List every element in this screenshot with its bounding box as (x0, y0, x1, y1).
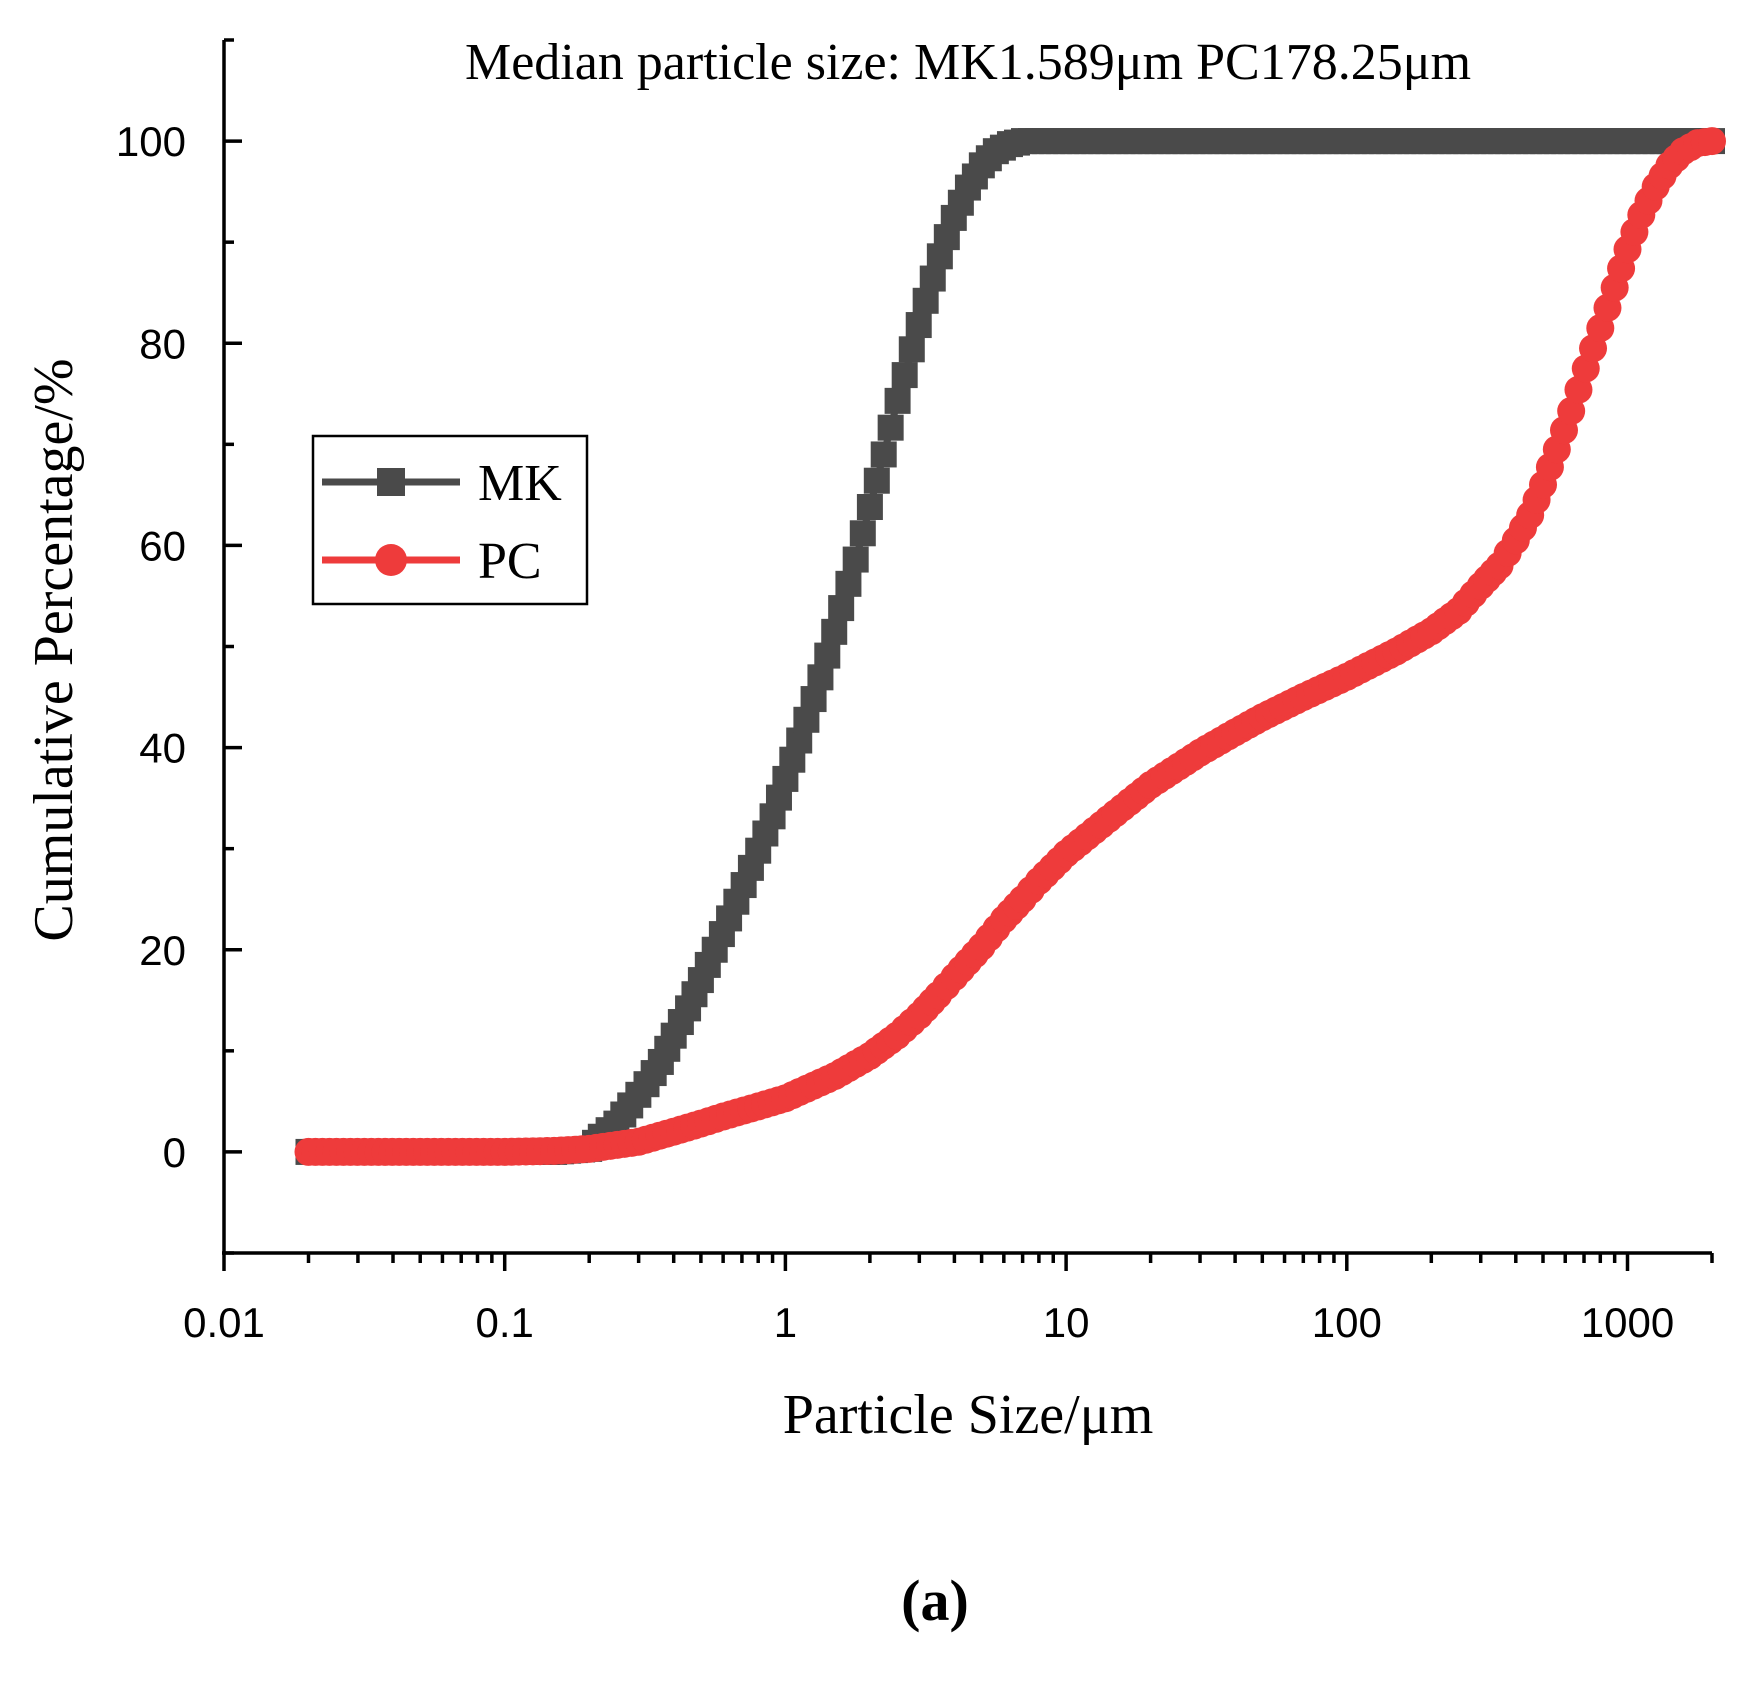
data-point-mk (898, 336, 925, 363)
data-point-mk (800, 686, 827, 713)
data-point-mk (807, 664, 834, 691)
legend-label-mk: MK (478, 455, 562, 512)
data-point-mk (863, 467, 890, 494)
data-point-mk (856, 494, 883, 521)
data-point-mk (877, 414, 904, 441)
x-tick-label: 1000 (1581, 1299, 1674, 1346)
data-point-mk (828, 595, 855, 622)
y-tick-label: 60 (139, 522, 186, 569)
y-tick-label: 80 (139, 320, 186, 367)
y-axis-title: Cumulative Percentage/% (23, 358, 85, 941)
x-axis-title: Particle Size/μm (783, 1384, 1154, 1446)
series-layer (294, 127, 1726, 1166)
data-point-mk (905, 312, 932, 339)
chart-title: Median particle size: MK1.589μm PC178.25… (465, 34, 1471, 91)
data-point-pc (1557, 396, 1586, 425)
y-tick-label: 0 (163, 1129, 186, 1176)
legend-label-pc: PC (478, 533, 542, 590)
y-tick-label: 20 (139, 927, 186, 974)
legend: MK PC (311, 434, 589, 606)
data-point-pc (1698, 127, 1726, 156)
data-point-mk (884, 387, 911, 414)
data-point-mk (821, 618, 848, 645)
y-tick-label: 40 (139, 725, 186, 772)
x-tick-label: 100 (1312, 1299, 1382, 1346)
data-point-mk (835, 570, 862, 597)
data-point-mk (912, 287, 939, 314)
data-point-mk (919, 265, 946, 292)
y-tick-label: 100 (116, 118, 186, 165)
data-point-mk (870, 441, 897, 468)
axis-tick-labels: 0 20 40 60 80 100 0.01 0.1 1 10 100 1000 (116, 118, 1674, 1346)
axis-ticks (222, 38, 1714, 1271)
data-point-mk (891, 362, 918, 389)
x-tick-label: 0.1 (476, 1299, 534, 1346)
data-point-pc (1564, 375, 1593, 404)
series-line-mk (308, 137, 1712, 1156)
legend-box (311, 434, 589, 606)
series-pc (294, 127, 1726, 1166)
x-tick-label: 0.01 (183, 1299, 265, 1346)
figure-caption: (a) (901, 1568, 969, 1633)
series-line-pc (308, 137, 1713, 1156)
data-point-mk (814, 642, 841, 669)
legend-marker-pc (375, 544, 407, 576)
data-point-mk (849, 520, 876, 547)
x-tick-label: 10 (1043, 1299, 1090, 1346)
series-mk (295, 128, 1725, 1165)
legend-marker-mk (377, 468, 405, 496)
data-point-mk (842, 546, 869, 573)
x-tick-label: 1 (774, 1299, 797, 1346)
